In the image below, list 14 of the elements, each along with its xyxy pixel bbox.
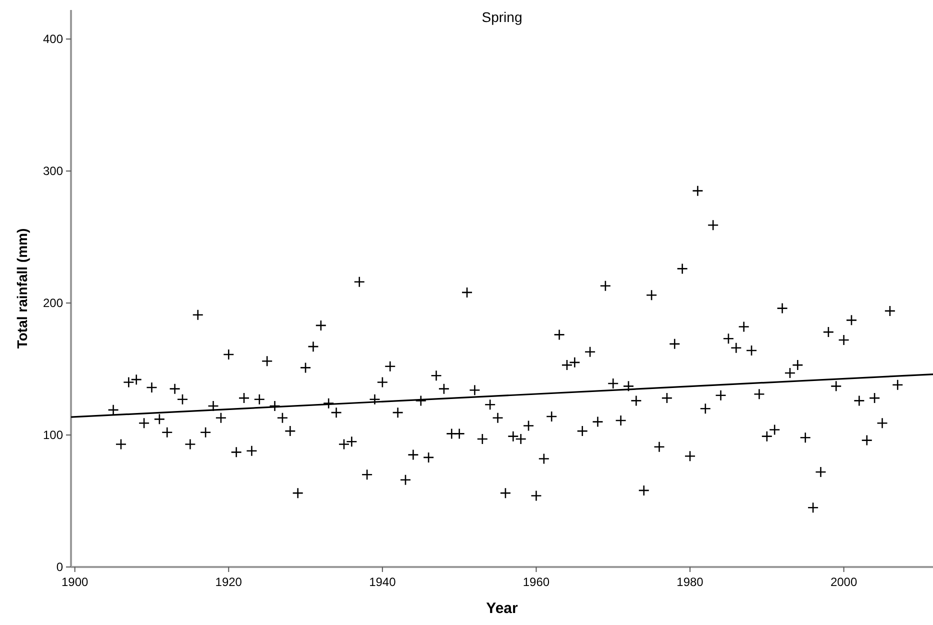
y-tick-label: 300 — [42, 164, 64, 178]
y-tick-label: 200 — [42, 296, 64, 310]
x-tick-label: 1960 — [522, 575, 550, 589]
x-tick-label: 1940 — [369, 575, 396, 589]
y-tick-label: 100 — [42, 428, 64, 442]
chart-title: Spring — [482, 9, 522, 25]
x-tick-label: 1980 — [676, 575, 704, 589]
x-tick-label: 1920 — [215, 575, 242, 589]
y-axis-title: Total rainfall (mm) — [14, 228, 30, 349]
x-axis-title: Year — [486, 600, 518, 617]
x-tick-label: 2000 — [830, 575, 858, 589]
y-tick-label: 400 — [42, 32, 64, 46]
y-tick-label: 0 — [56, 560, 64, 574]
x-tick-label: 1900 — [61, 575, 89, 589]
